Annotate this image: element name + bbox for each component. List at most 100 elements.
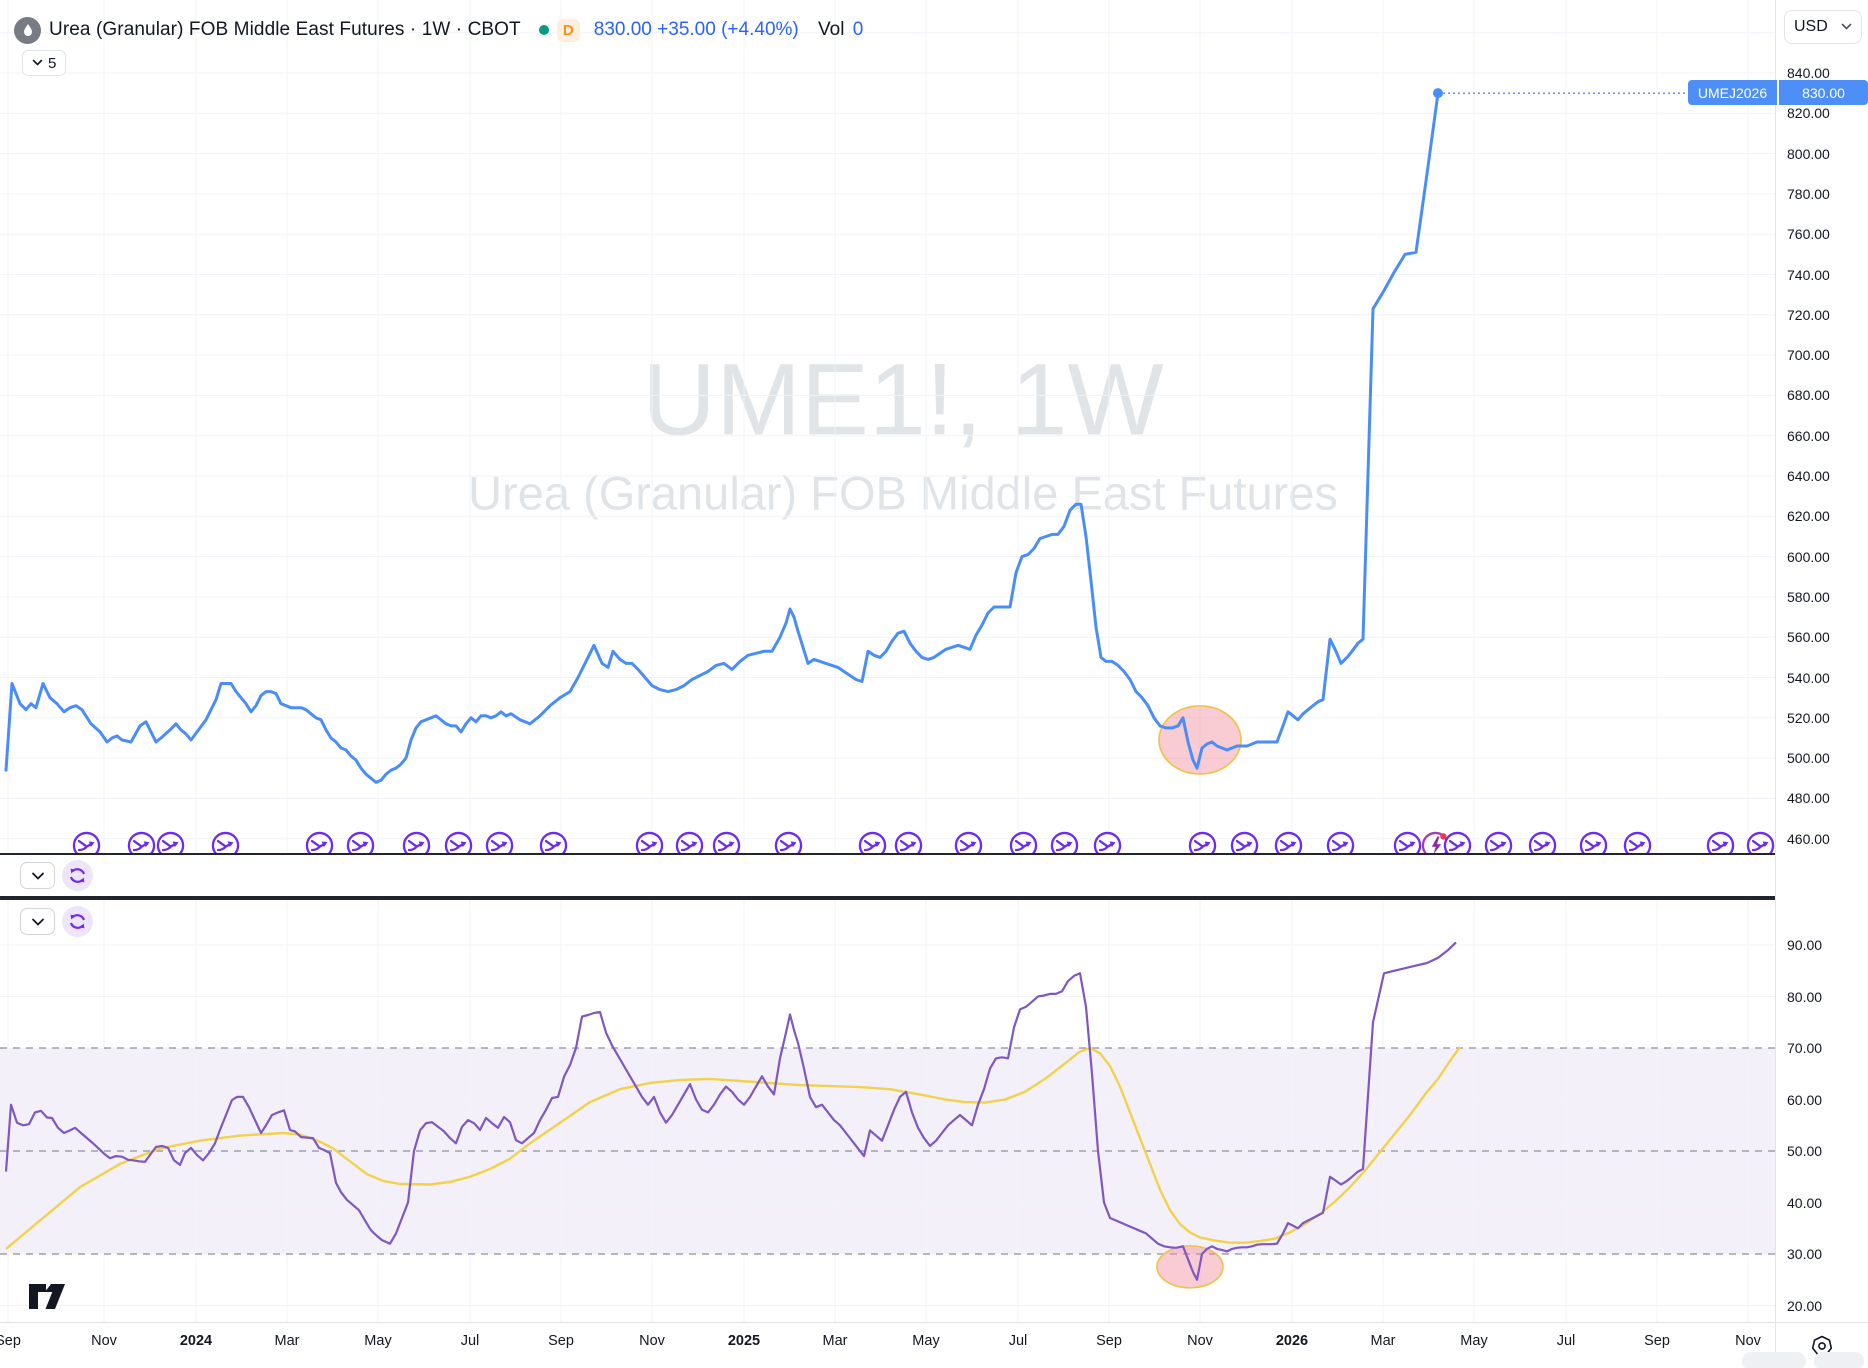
contract-rollover-icon[interactable] — [774, 831, 803, 853]
bar-replay-count-button[interactable]: 5 — [22, 50, 67, 76]
contract-rollover-icon[interactable] — [444, 831, 473, 853]
contract-rollover-icon[interactable] — [127, 831, 156, 853]
contract-rollover-icon[interactable] — [635, 831, 664, 853]
market-status-dot[interactable] — [538, 25, 549, 35]
price-chart-canvas[interactable] — [0, 0, 1775, 853]
contract-rollover-icon[interactable] — [1188, 831, 1217, 853]
time-tick-label: Jul — [460, 1333, 480, 1349]
price-line-series[interactable] — [4, 91, 1440, 784]
contract-rollover-icon[interactable] — [1050, 831, 1079, 853]
indicator-tick-label: 70.00 — [1787, 1040, 1823, 1056]
rsi-ma-line[interactable] — [5, 1046, 1461, 1250]
chevron-down-icon — [31, 872, 44, 880]
contract-rollover-icon[interactable] — [894, 831, 923, 853]
time-tick-label: Nov — [1735, 1333, 1761, 1349]
price-scale[interactable]: USD 840.00 820.00 800.00 780.00 760.00 740.00… — [1775, 0, 1868, 1322]
contract-rollover-icon[interactable] — [1393, 831, 1422, 853]
volume-value: 0 — [852, 19, 864, 40]
price-tick-label: 620.00 — [1787, 508, 1830, 525]
price-tick-label: 560.00 — [1787, 629, 1830, 646]
time-tick-label: Nov — [91, 1333, 117, 1349]
contract-rollover-icon[interactable] — [72, 831, 101, 853]
collapsed-volume-pane[interactable] — [0, 855, 1775, 896]
highlight-ellipse — [1158, 705, 1242, 775]
rsi-chart-canvas[interactable] — [0, 900, 1775, 1322]
time-tick-label: Mar — [822, 1333, 848, 1349]
time-tick-label: May — [912, 1333, 940, 1349]
symbol-legend[interactable]: Urea (Granular) FOB Middle East Futures … — [14, 12, 863, 48]
contract-rollover-icon[interactable] — [1093, 831, 1122, 853]
rsi-indicator-pane[interactable] — [0, 900, 1775, 1322]
price-tick-label: 660.00 — [1787, 427, 1830, 444]
contract-rollover-icon[interactable] — [675, 831, 704, 853]
indicator-tick-label: 40.00 — [1787, 1194, 1823, 1211]
price-tick-label: 640.00 — [1787, 468, 1830, 484]
contract-rollover-icon[interactable] — [954, 831, 983, 853]
scroll-pill[interactable] — [1814, 1352, 1864, 1368]
price-tick-label: 460.00 — [1787, 830, 1830, 847]
time-tick-label: Nov — [639, 1333, 665, 1349]
price-tick-label: 500.00 — [1787, 750, 1830, 767]
refresh-indicator-button[interactable] — [62, 860, 93, 891]
contract-rollover-icon[interactable] — [1528, 831, 1557, 853]
contract-rollover-icon[interactable] — [539, 831, 568, 853]
contract-rollover-icon[interactable] — [858, 831, 887, 853]
chevron-down-icon — [32, 59, 43, 66]
indicator-tick-label: 50.00 — [1787, 1143, 1823, 1159]
contract-rollover-icon[interactable] — [485, 831, 514, 853]
currency-label: USD — [1794, 18, 1828, 35]
indicator-tick-label: 30.00 — [1787, 1246, 1823, 1262]
indicator-tick-label: 90.00 — [1787, 937, 1823, 953]
price-tick-label: 700.00 — [1787, 347, 1830, 364]
time-scale[interactable]: Sep Nov 2024 Mar May Jul Sep Nov 2025 Mar May Jul Se… — [0, 1322, 1868, 1368]
time-tick-label: Sep — [1644, 1333, 1670, 1349]
time-tick-label: Sep — [0, 1333, 21, 1349]
contract-flag-label: UMEJ2026 — [1688, 80, 1777, 105]
price-tick-label: 520.00 — [1787, 709, 1830, 726]
contract-rollover-icon[interactable] — [1746, 831, 1775, 853]
time-tick-label: Mar — [274, 1333, 300, 1349]
contract-rollover-icon[interactable] — [211, 831, 240, 853]
currency-selector[interactable]: USD — [1784, 10, 1862, 44]
price-tick-label: 760.00 — [1787, 226, 1830, 243]
main-price-pane[interactable]: UME1!, 1W Urea (Granular) FOB Middle Eas… — [0, 0, 1775, 853]
contract-rollover-icon[interactable] — [346, 831, 375, 853]
price-tick-label: 540.00 — [1787, 669, 1830, 686]
indicator-tick-label: 20.00 — [1787, 1297, 1823, 1314]
contract-rollover-icon[interactable] — [712, 831, 741, 853]
contract-rollover-icon[interactable] — [1230, 831, 1259, 853]
contract-rollover-icon[interactable] — [1484, 831, 1513, 853]
last-data-point[interactable] — [1433, 88, 1443, 99]
contract-rollover-icon[interactable] — [1274, 831, 1303, 853]
price-tick-label: 800.00 — [1787, 145, 1830, 162]
time-tick-label: Jul — [1008, 1333, 1028, 1349]
pane-collapse-button[interactable] — [20, 862, 55, 889]
contract-rollover-icon[interactable] — [305, 831, 334, 853]
symbol-title[interactable]: Urea (Granular) FOB Middle East Futures … — [49, 19, 521, 40]
contract-rollover-icon[interactable] — [1579, 831, 1608, 853]
price-tick-label: 740.00 — [1787, 266, 1830, 283]
data-mode-badge[interactable]: D — [556, 18, 580, 42]
contract-rollover-icon[interactable] — [1326, 831, 1355, 853]
bars-count: 5 — [48, 54, 57, 72]
contract-rollover-icon[interactable] — [1009, 831, 1038, 853]
pane-collapse-button[interactable] — [20, 908, 55, 935]
pane-separator[interactable] — [0, 853, 1775, 855]
contract-rollover-icon[interactable] — [1706, 831, 1735, 853]
price-tick-label: 580.00 — [1787, 588, 1830, 605]
refresh-indicator-button[interactable] — [62, 906, 93, 937]
price-change: +35.00 — [657, 19, 716, 40]
last-price: 830.00 — [593, 19, 652, 40]
tradingview-logo[interactable] — [28, 1283, 74, 1315]
time-tick-label: May — [1460, 1333, 1488, 1349]
contract-rollover-icon[interactable] — [402, 831, 431, 853]
pane-separator-draggable[interactable] — [0, 896, 1775, 900]
price-tick-label: 780.00 — [1787, 185, 1830, 202]
rsi-line[interactable] — [4, 941, 1457, 1281]
contract-rollover-icon[interactable] — [156, 831, 185, 853]
time-tick-label: Mar — [1370, 1333, 1396, 1349]
chevron-down-icon — [31, 918, 44, 926]
contract-rollover-icon[interactable] — [1623, 831, 1652, 853]
contract-rollover-icon[interactable] — [1443, 831, 1472, 853]
scroll-pill[interactable] — [1742, 1352, 1806, 1368]
